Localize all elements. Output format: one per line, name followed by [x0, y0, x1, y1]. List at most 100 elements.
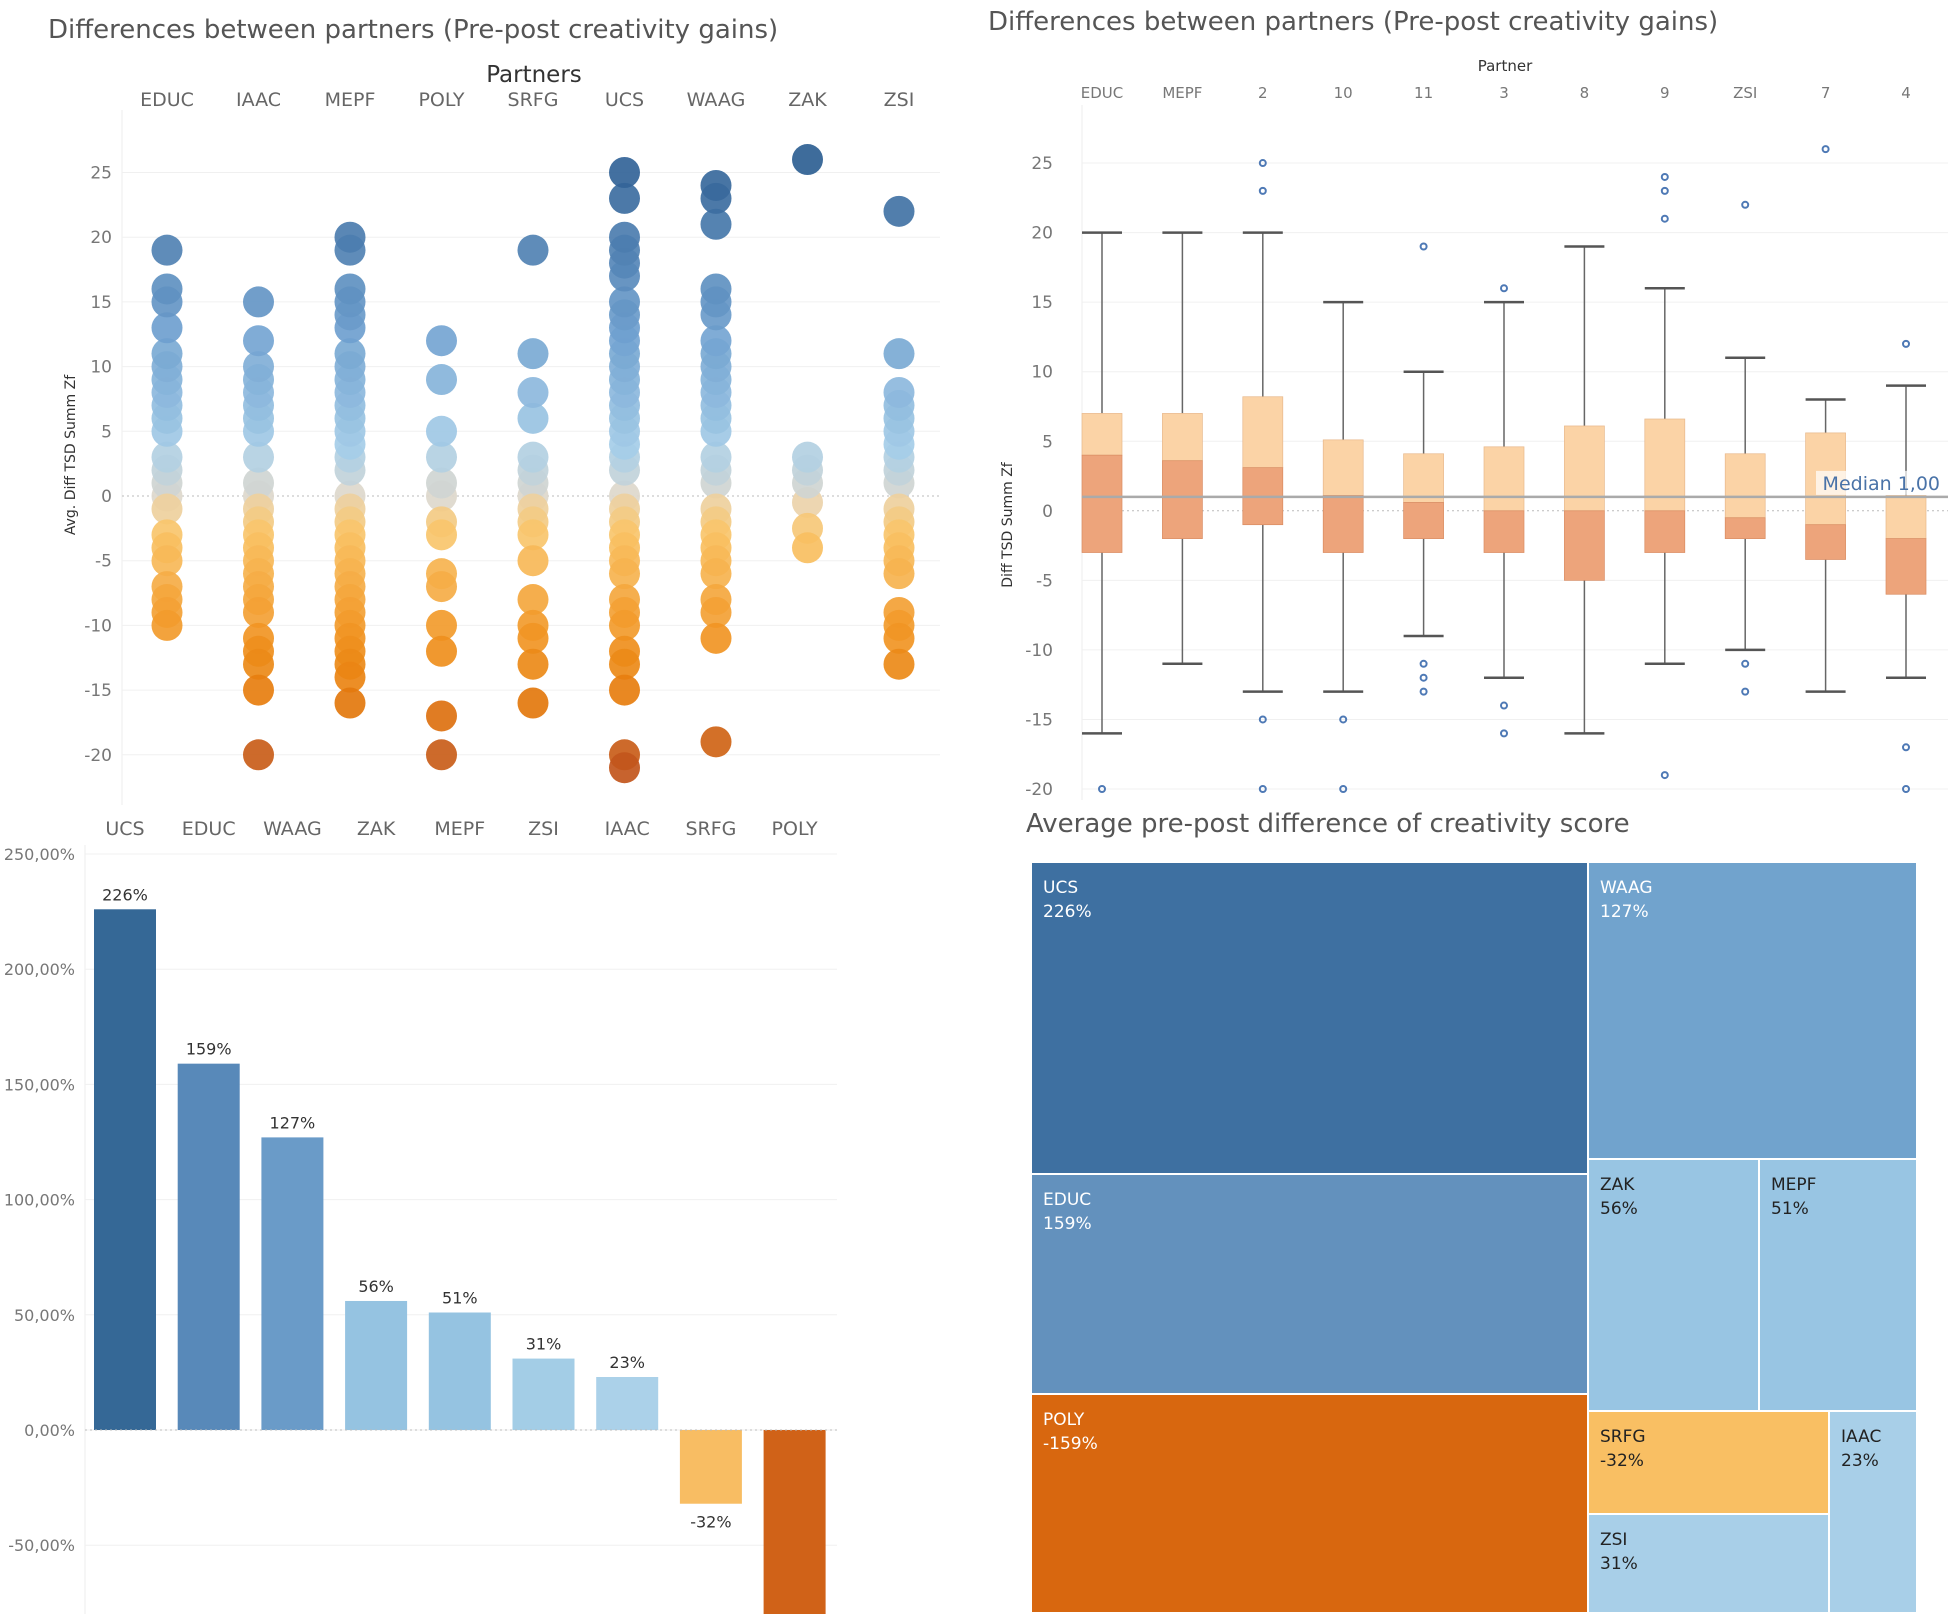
box-lower	[1403, 502, 1444, 539]
tile-value: 23%	[1841, 1451, 1879, 1471]
data-point	[151, 545, 183, 577]
column-label: 9	[1660, 84, 1670, 102]
bar-value-label: 31%	[526, 1335, 562, 1354]
data-point	[334, 687, 366, 719]
data-point	[700, 169, 732, 201]
treemap-tile-mepf	[1758, 1158, 1918, 1412]
data-point	[151, 234, 183, 266]
bar-value-label: 159%	[186, 1040, 232, 1059]
box-lower	[1162, 460, 1203, 539]
outlier-point	[1902, 339, 1910, 348]
column-label: SRFG	[685, 818, 736, 840]
column-label: 7	[1821, 84, 1831, 102]
column-label: EDUC	[182, 818, 236, 840]
box-upper	[1724, 453, 1766, 519]
bar	[94, 909, 156, 1430]
box-upper	[1322, 439, 1364, 496]
data-point	[334, 661, 366, 693]
data-point	[609, 157, 640, 188]
tile-value: 51%	[1771, 1199, 1809, 1219]
data-point	[792, 441, 823, 473]
y-tick-label: 0	[101, 487, 112, 507]
data-point	[883, 195, 915, 227]
data-point	[151, 609, 183, 641]
column-label: ZSI	[528, 818, 559, 840]
data-point	[609, 221, 640, 253]
tile-name: WAAG	[1600, 878, 1653, 898]
y-tick-label: 25	[1031, 154, 1053, 174]
data-point	[426, 325, 457, 357]
box-lower	[1644, 510, 1686, 553]
y-tick-label: 5	[101, 422, 112, 442]
treemap-tile-waag	[1587, 861, 1918, 1160]
data-point	[883, 558, 915, 590]
data-point	[609, 674, 640, 706]
data-point	[243, 286, 274, 318]
data-point	[609, 182, 640, 214]
tile-name: UCS	[1043, 878, 1078, 898]
tile-name: EDUC	[1043, 1190, 1091, 1210]
treemap-tile-zak	[1587, 1158, 1760, 1412]
data-point	[883, 338, 915, 370]
tile-name: SRFG	[1600, 1427, 1646, 1447]
box-upper	[1242, 396, 1284, 469]
bar	[763, 1430, 826, 1614]
data-point	[426, 700, 457, 732]
outlier-point	[1258, 785, 1267, 793]
y-tick-label: 200,00%	[4, 960, 75, 979]
data-point	[517, 648, 549, 680]
treemap-tile-educ	[1030, 1173, 1589, 1395]
data-point	[151, 441, 183, 473]
data-point	[609, 558, 640, 590]
scatter-y-axis-label: Avg. Diff TSD Summ Zf	[63, 374, 79, 535]
y-tick-label: 20	[1031, 224, 1053, 244]
box-lower	[1805, 524, 1846, 560]
column-label: WAAG	[687, 89, 746, 111]
data-point	[243, 739, 274, 771]
outlier-point	[1741, 687, 1750, 696]
outlier-point	[1339, 785, 1348, 793]
data-point	[517, 402, 549, 434]
bar	[512, 1358, 575, 1430]
data-point	[334, 338, 366, 370]
y-tick-label: -15	[84, 681, 112, 701]
bar	[596, 1377, 659, 1430]
column-label: IAAC	[605, 818, 650, 840]
box-upper	[1081, 413, 1123, 456]
median-label: Median 1,00	[1823, 473, 1940, 495]
tile-name: POLY	[1043, 1410, 1085, 1430]
data-point	[517, 687, 549, 719]
column-label: POLY	[772, 818, 818, 840]
data-point	[243, 648, 274, 680]
data-point	[700, 622, 732, 654]
box-upper	[1403, 453, 1444, 503]
box-upper	[1885, 495, 1927, 539]
tile-value: -32%	[1600, 1451, 1644, 1471]
treemap-title: Average pre-post difference of creativit…	[1026, 809, 1630, 839]
outlier-point	[1500, 729, 1508, 738]
y-tick-label: -10	[1025, 641, 1053, 661]
outlier-point	[1258, 159, 1267, 168]
y-tick-label: 15	[90, 293, 112, 313]
y-tick-label: -5	[95, 552, 112, 572]
y-tick-label: -20	[84, 746, 112, 766]
y-tick-label: 100,00%	[4, 1191, 75, 1210]
column-label: UCS	[105, 818, 144, 840]
y-tick-label: 10	[90, 358, 112, 378]
bar-value-label: 127%	[270, 1113, 316, 1132]
boxplot-y-axis-label: Diff TSD Summ Zf	[1000, 461, 1016, 588]
y-tick-label: -10	[84, 616, 112, 636]
data-point	[792, 144, 823, 176]
tile-value: 56%	[1600, 1199, 1638, 1219]
tile-value: -159%	[1043, 1434, 1098, 1454]
data-point	[426, 519, 457, 551]
outlier-point	[1741, 200, 1750, 209]
column-label: 3	[1499, 84, 1509, 102]
column-label: EDUC	[1081, 84, 1123, 102]
data-point	[517, 234, 549, 266]
data-point	[426, 609, 457, 641]
outlier-point	[1500, 284, 1508, 293]
column-label: ZSI	[884, 89, 915, 111]
boxplot-column-header: Partner	[1478, 57, 1533, 75]
data-point	[426, 415, 457, 447]
